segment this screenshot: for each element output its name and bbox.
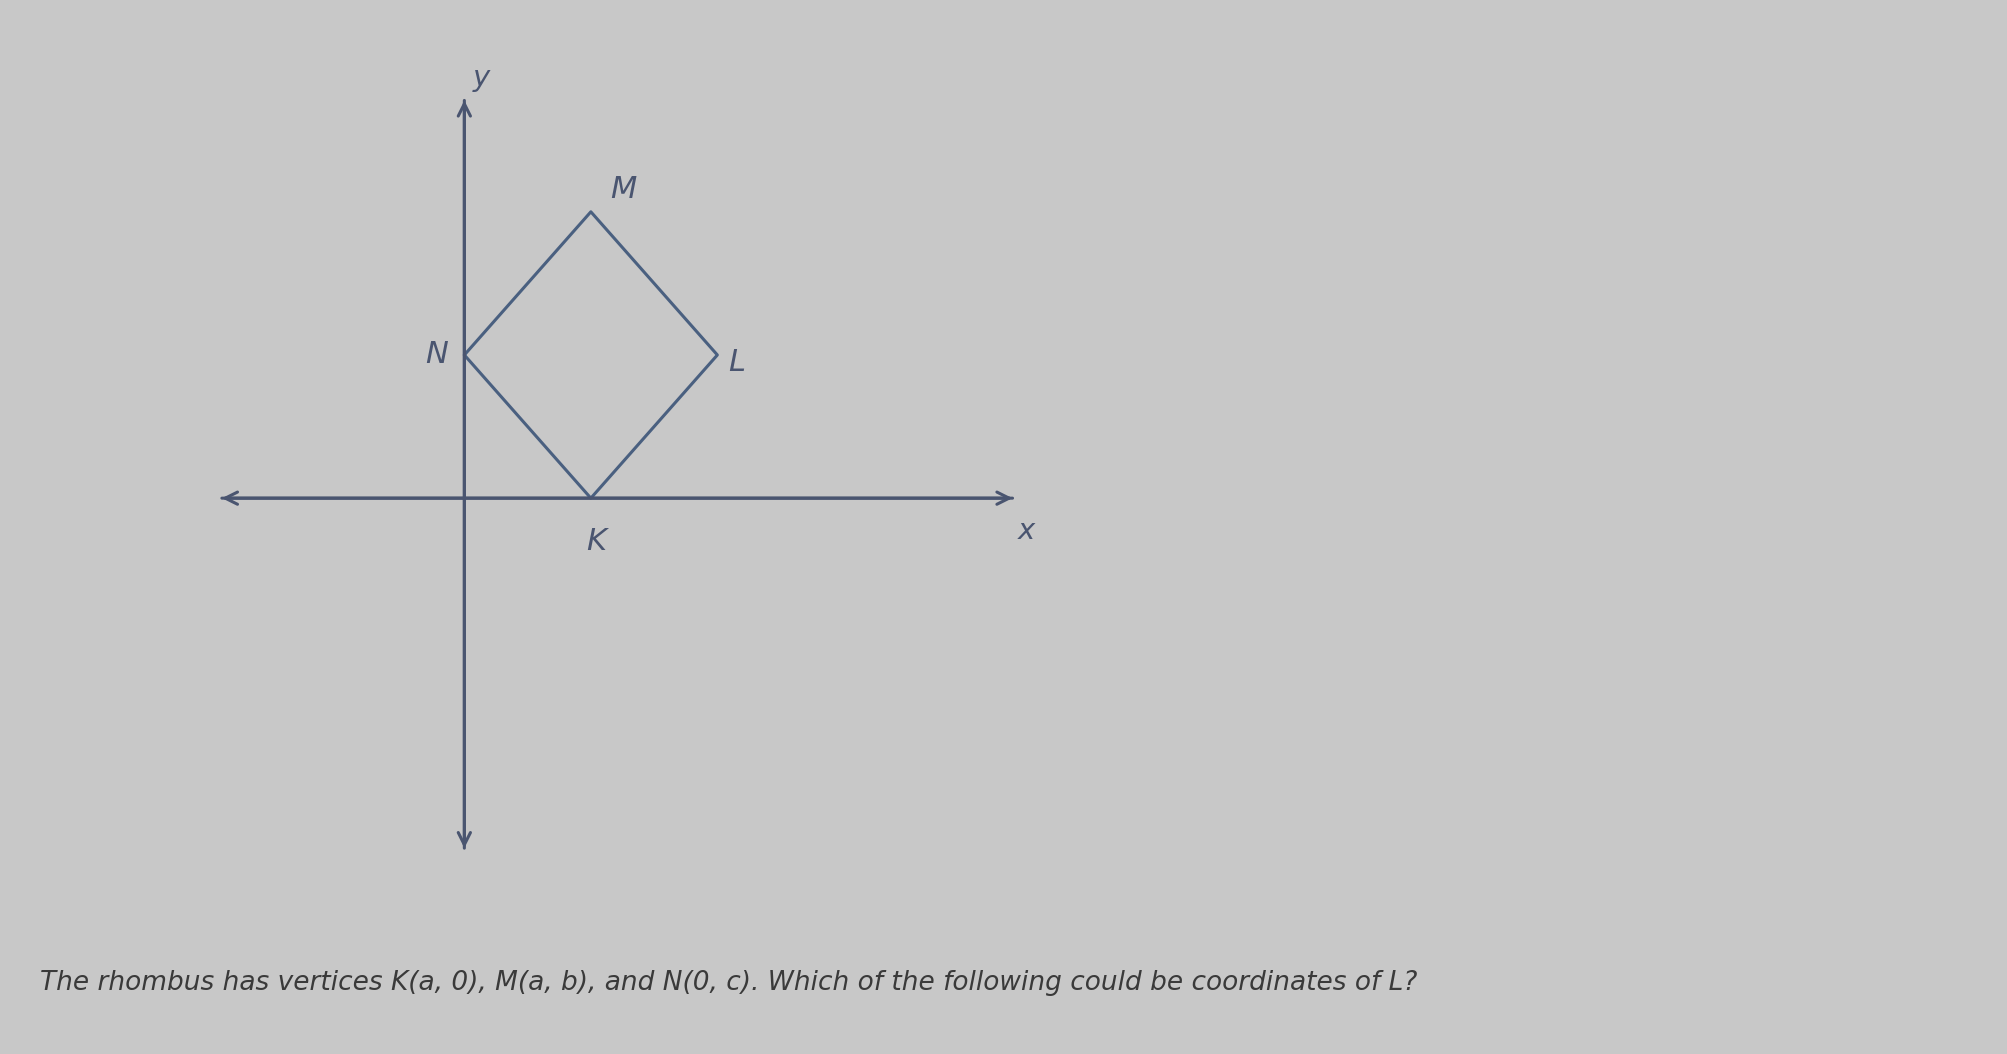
Text: M: M xyxy=(610,175,636,203)
Text: y: y xyxy=(472,64,490,93)
Text: K: K xyxy=(586,527,606,555)
Text: x: x xyxy=(1018,518,1034,545)
Text: L: L xyxy=(727,349,745,377)
Text: The rhombus has vertices K(a, 0), M(a, b), and N(0, c). Which of the following c: The rhombus has vertices K(a, 0), M(a, b… xyxy=(40,970,1417,996)
Text: N: N xyxy=(425,340,448,370)
